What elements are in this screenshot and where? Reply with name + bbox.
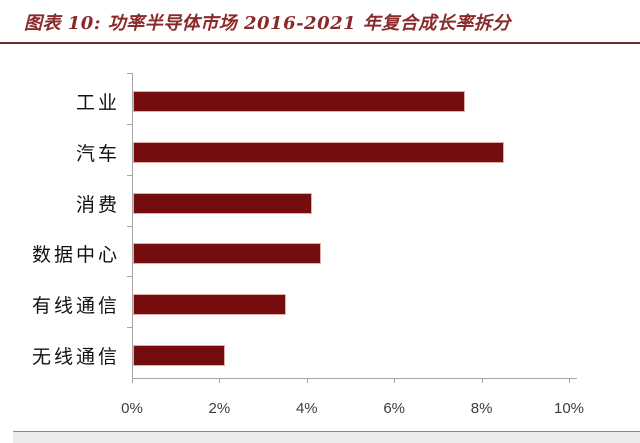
y-axis-tick bbox=[127, 327, 132, 328]
x-tick-label: 2% bbox=[208, 400, 231, 417]
x-axis-line bbox=[132, 378, 577, 379]
category-label: 有线通信 bbox=[31, 295, 120, 318]
category-label: 消费 bbox=[75, 193, 120, 216]
category-label: 汽车 bbox=[75, 142, 120, 165]
x-axis-tick bbox=[394, 379, 396, 383]
x-tick-label: 6% bbox=[383, 400, 406, 417]
x-axis-tick bbox=[481, 379, 483, 383]
x-tick-label: 8% bbox=[470, 400, 493, 417]
bar bbox=[133, 90, 465, 112]
figure-title: 图表 10: 功率半导体市场 2016-2021 年复合成长率拆分 bbox=[24, 13, 511, 34]
title-rule bbox=[0, 42, 640, 44]
y-axis-tick bbox=[127, 276, 132, 277]
bar bbox=[133, 345, 225, 367]
bar bbox=[133, 141, 504, 163]
y-axis-tick bbox=[127, 226, 132, 227]
y-axis-tick bbox=[127, 175, 132, 176]
x-axis-tick bbox=[306, 379, 308, 383]
y-axis-line bbox=[132, 73, 133, 378]
bottom-strip bbox=[13, 431, 640, 443]
y-axis-tick bbox=[127, 73, 132, 74]
category-label: 工业 bbox=[75, 91, 120, 114]
category-label: 无线通信 bbox=[31, 346, 120, 369]
x-tick-label: 0% bbox=[121, 400, 143, 417]
x-axis-tick bbox=[569, 379, 570, 383]
x-tick-label: 4% bbox=[295, 400, 318, 417]
bar bbox=[133, 294, 286, 316]
x-axis-tick bbox=[219, 379, 221, 383]
bar bbox=[133, 192, 312, 214]
category-label: 数据中心 bbox=[31, 244, 120, 267]
x-axis-tick bbox=[132, 379, 133, 383]
y-axis-tick bbox=[127, 124, 132, 125]
bar bbox=[133, 243, 321, 265]
x-tick-label: 10% bbox=[553, 400, 585, 417]
